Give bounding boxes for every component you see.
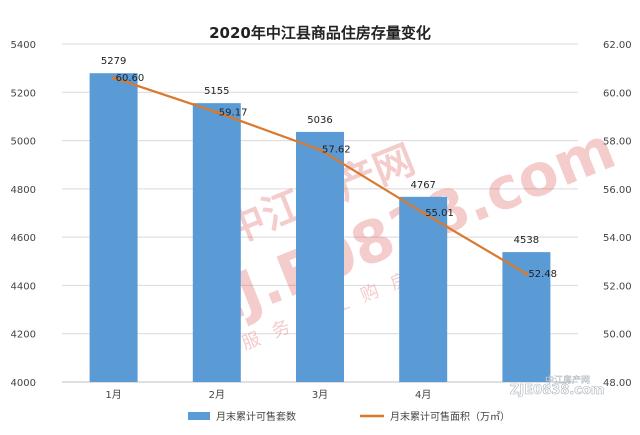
legend-label-bars: 月末累计可售套数: [216, 410, 296, 423]
line-point: [111, 76, 116, 80]
bar-value-label: 5279: [101, 56, 126, 67]
left-tick-label: 5200: [11, 88, 36, 99]
line-point: [215, 110, 219, 115]
line-value-label: 57.62: [322, 145, 351, 156]
right-axis-ticks: 48.00 50.00 52.00 54.00 56.00 58.00 60.00 62.00: [603, 40, 632, 389]
line-value-label: 55.01: [425, 208, 454, 219]
line-series: [111, 76, 529, 276]
left-tick-label: 4000: [11, 378, 36, 389]
legend-swatch-bars: [188, 412, 210, 420]
left-tick-label: 4600: [11, 233, 36, 244]
bar-value-label: 4538: [514, 235, 539, 246]
x-axis-ticks: 1月 2月 3月 4月: [105, 389, 431, 401]
right-tick-label: 62.00: [603, 40, 632, 51]
right-tick-label: 50.00: [603, 330, 632, 341]
bar-value-label: 4767: [410, 180, 435, 191]
logo-subtext: 中江房产网: [545, 374, 590, 386]
legend-label-line: 月末累计可售面积（万㎡）: [390, 410, 510, 423]
line-point: [421, 210, 426, 215]
right-tick-label: 54.00: [603, 233, 632, 244]
x-tick-label: 1月: [105, 389, 121, 401]
bar-value-label: 5036: [307, 115, 332, 126]
left-tick-label: 4200: [11, 330, 36, 341]
right-tick-label: 60.00: [603, 88, 632, 99]
bar: [89, 73, 138, 382]
logo-text: ZJE0838.com: [510, 383, 604, 398]
line-value-label: 60.60: [116, 73, 145, 84]
bar: [192, 103, 241, 383]
right-tick-label: 48.00: [603, 378, 632, 389]
line-value-label: 52.48: [528, 269, 557, 280]
right-tick-label: 52.00: [603, 281, 632, 292]
line-point: [524, 272, 529, 276]
left-axis-ticks: 4000 4200 4400 4600 4800 5000 5200 5400: [11, 40, 36, 389]
chart-title: 2020年中江县商品住房存量变化: [209, 24, 431, 42]
left-tick-label: 4400: [11, 281, 36, 292]
site-logo: ZJE0838.com 中江房产网: [510, 374, 605, 399]
x-tick-label: 3月: [312, 389, 328, 401]
x-tick-label: 4月: [415, 389, 431, 401]
bar-value-label: 5155: [204, 86, 229, 97]
left-tick-label: 4800: [11, 185, 36, 196]
right-tick-label: 56.00: [603, 185, 632, 196]
line-point: [318, 147, 322, 152]
right-tick-label: 58.00: [603, 137, 632, 148]
line-value-label: 59.17: [219, 107, 248, 118]
legend: 月末累计可售套数 月末累计可售面积（万㎡）: [188, 410, 510, 423]
data-labels: 5279 5155 5036 4767 4538 60.60 59.17 57.62 55.01…: [101, 56, 557, 280]
bar: [399, 196, 448, 382]
bar: [296, 131, 344, 382]
x-tick-label: 2月: [209, 389, 225, 401]
left-tick-label: 5000: [11, 137, 36, 148]
left-tick-label: 5400: [11, 40, 36, 51]
